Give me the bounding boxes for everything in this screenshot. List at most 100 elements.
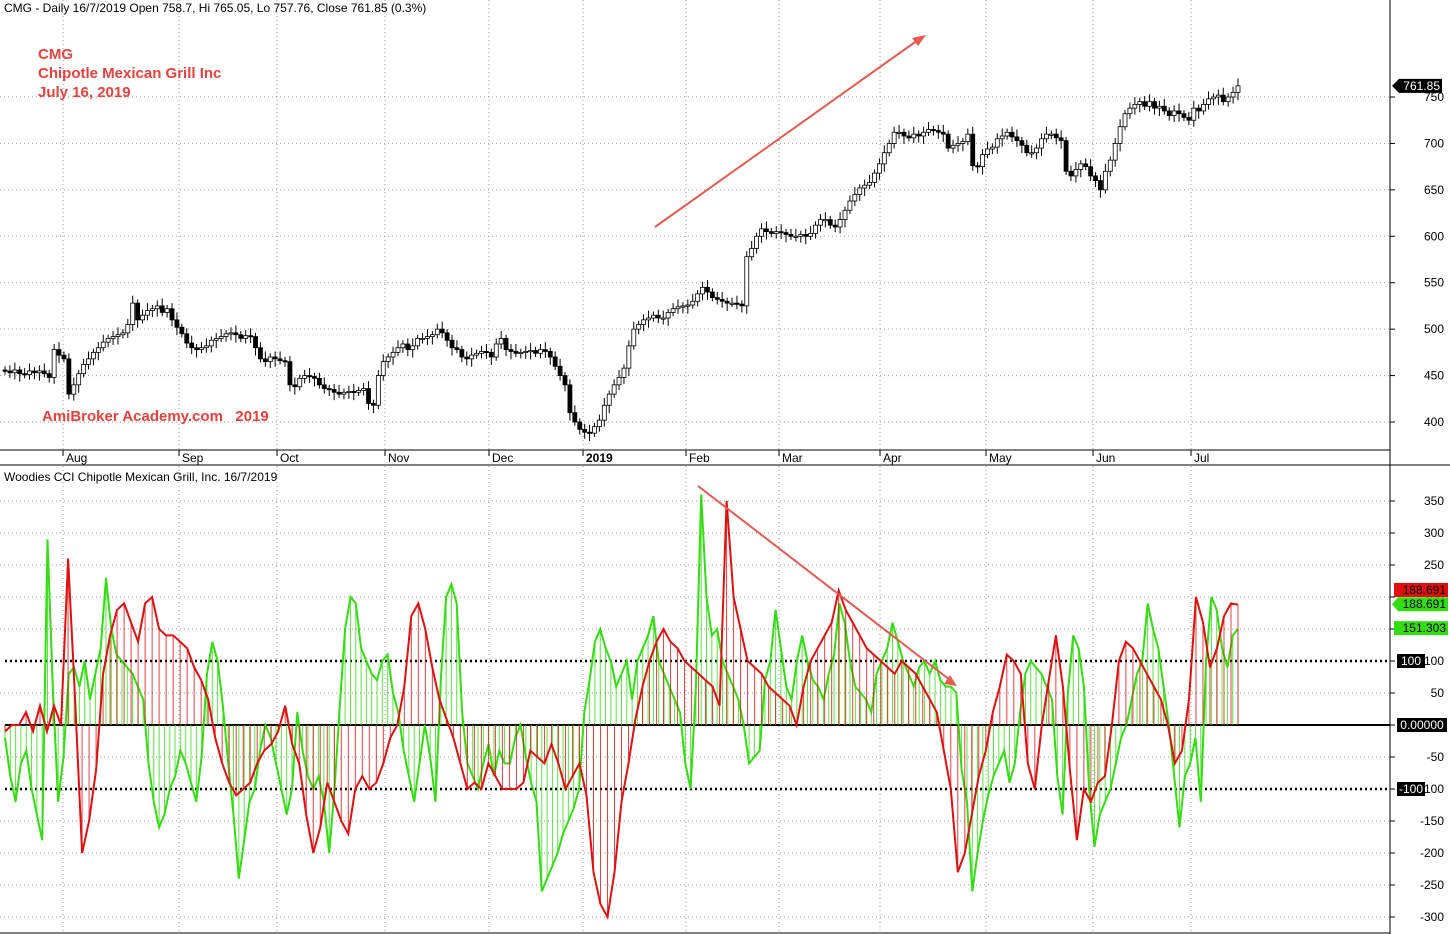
candle-body	[847, 200, 853, 211]
candle-body	[759, 228, 764, 237]
candle-body	[862, 184, 868, 189]
candle-body	[2, 369, 8, 372]
cci-green-value-tag-2-text: 151.303	[1403, 621, 1447, 635]
candle-body	[886, 143, 892, 154]
candle-body	[444, 332, 450, 341]
candle-body	[341, 391, 347, 395]
candle-body	[1181, 113, 1187, 118]
candle-body	[989, 146, 995, 150]
candle-body	[641, 319, 647, 325]
candle-body	[749, 247, 755, 258]
candle-body	[709, 291, 715, 298]
price-y-tick-label: 600	[1424, 229, 1444, 243]
candle-body	[385, 356, 391, 363]
candle-body	[208, 339, 214, 347]
candle-body	[223, 333, 229, 337]
candle-body	[149, 308, 155, 311]
price-y-tick-label: 650	[1424, 183, 1444, 197]
grid-layer	[0, 0, 1390, 933]
candle-body	[262, 358, 268, 363]
candle-body	[901, 131, 907, 137]
x-tick-label: Feb	[689, 451, 710, 465]
candle-body	[61, 354, 67, 360]
candle-body	[194, 347, 199, 350]
candle-body	[1009, 131, 1015, 138]
uptrend-arrow	[654, 35, 926, 228]
candle-body	[793, 235, 799, 238]
candle-body	[842, 209, 848, 220]
candle-body	[739, 303, 745, 307]
candle-body	[277, 358, 283, 362]
candle-body	[1230, 91, 1236, 98]
candle-body	[449, 339, 455, 349]
x-tick-label: Dec	[492, 451, 513, 465]
candle-body	[818, 219, 823, 226]
candle-body	[199, 347, 204, 350]
candle-body	[719, 299, 725, 302]
candle-body	[464, 356, 470, 360]
candle-body	[906, 135, 912, 139]
candle-body	[827, 219, 833, 226]
candle-body	[479, 351, 484, 354]
candle-body	[1137, 101, 1143, 105]
candle-body	[778, 231, 784, 234]
price-y-tick-label: 750	[1424, 90, 1444, 104]
candle-body	[1029, 152, 1035, 155]
candle-body	[154, 305, 160, 310]
cci-green-value-tag-bg	[1392, 597, 1448, 612]
watermark: AmiBroker Academy.com 2019	[42, 408, 269, 425]
candle-body	[562, 375, 568, 386]
price-y-tick-label: 700	[1424, 136, 1444, 150]
candle-body	[764, 228, 769, 233]
candle-body	[100, 341, 106, 349]
candle-body	[611, 384, 617, 395]
candle-body	[577, 421, 583, 430]
candle-body	[32, 370, 37, 374]
cci-ref-0-tag-bg	[1397, 718, 1447, 732]
candle-body	[71, 384, 77, 395]
candle-body	[1132, 104, 1138, 109]
candle-body	[700, 286, 705, 295]
candle-body	[582, 429, 588, 433]
candle-body	[670, 308, 676, 313]
candle-body	[1039, 138, 1044, 149]
candle-body	[1004, 131, 1010, 137]
annotation-date: July 16, 2019	[38, 84, 131, 101]
candle-body	[110, 336, 116, 339]
candle-body	[542, 349, 548, 352]
candle-body	[7, 370, 13, 374]
candle-body	[292, 384, 298, 388]
candle-body	[1220, 94, 1226, 103]
candle-body	[1083, 163, 1089, 168]
candle-body	[705, 286, 710, 293]
price-y-tick-label: 450	[1424, 369, 1444, 383]
candle-body	[91, 351, 96, 360]
candle-body	[1166, 110, 1172, 116]
candle-body	[474, 352, 479, 356]
candle-body	[120, 332, 126, 336]
candle-body	[1014, 136, 1020, 142]
cci-green-value-tag-2-bg	[1394, 621, 1448, 636]
candle-body	[22, 373, 28, 376]
cci-ref-100-tag-text: 100	[1401, 654, 1421, 668]
candle-body	[881, 152, 887, 165]
candle-body	[872, 172, 877, 183]
cci-y-tick-label: -150	[1420, 814, 1444, 828]
cci-green-line	[4, 494, 1239, 892]
candle-body	[395, 347, 401, 353]
candle-body	[184, 333, 190, 344]
candle-body	[1078, 163, 1084, 170]
cci-ref-0-tag-text: 0.00000	[1400, 718, 1444, 732]
candle-body	[876, 163, 882, 174]
candle-body	[169, 308, 175, 321]
candle-body	[646, 317, 651, 321]
candle-body	[81, 364, 86, 375]
candle-body	[592, 426, 597, 434]
candle-body	[429, 334, 435, 337]
candle-body	[115, 334, 121, 337]
candle-body	[636, 324, 642, 330]
candle-body	[312, 376, 317, 379]
candle-body	[911, 133, 917, 139]
candle-body	[1127, 107, 1133, 115]
candle-body	[552, 356, 558, 367]
